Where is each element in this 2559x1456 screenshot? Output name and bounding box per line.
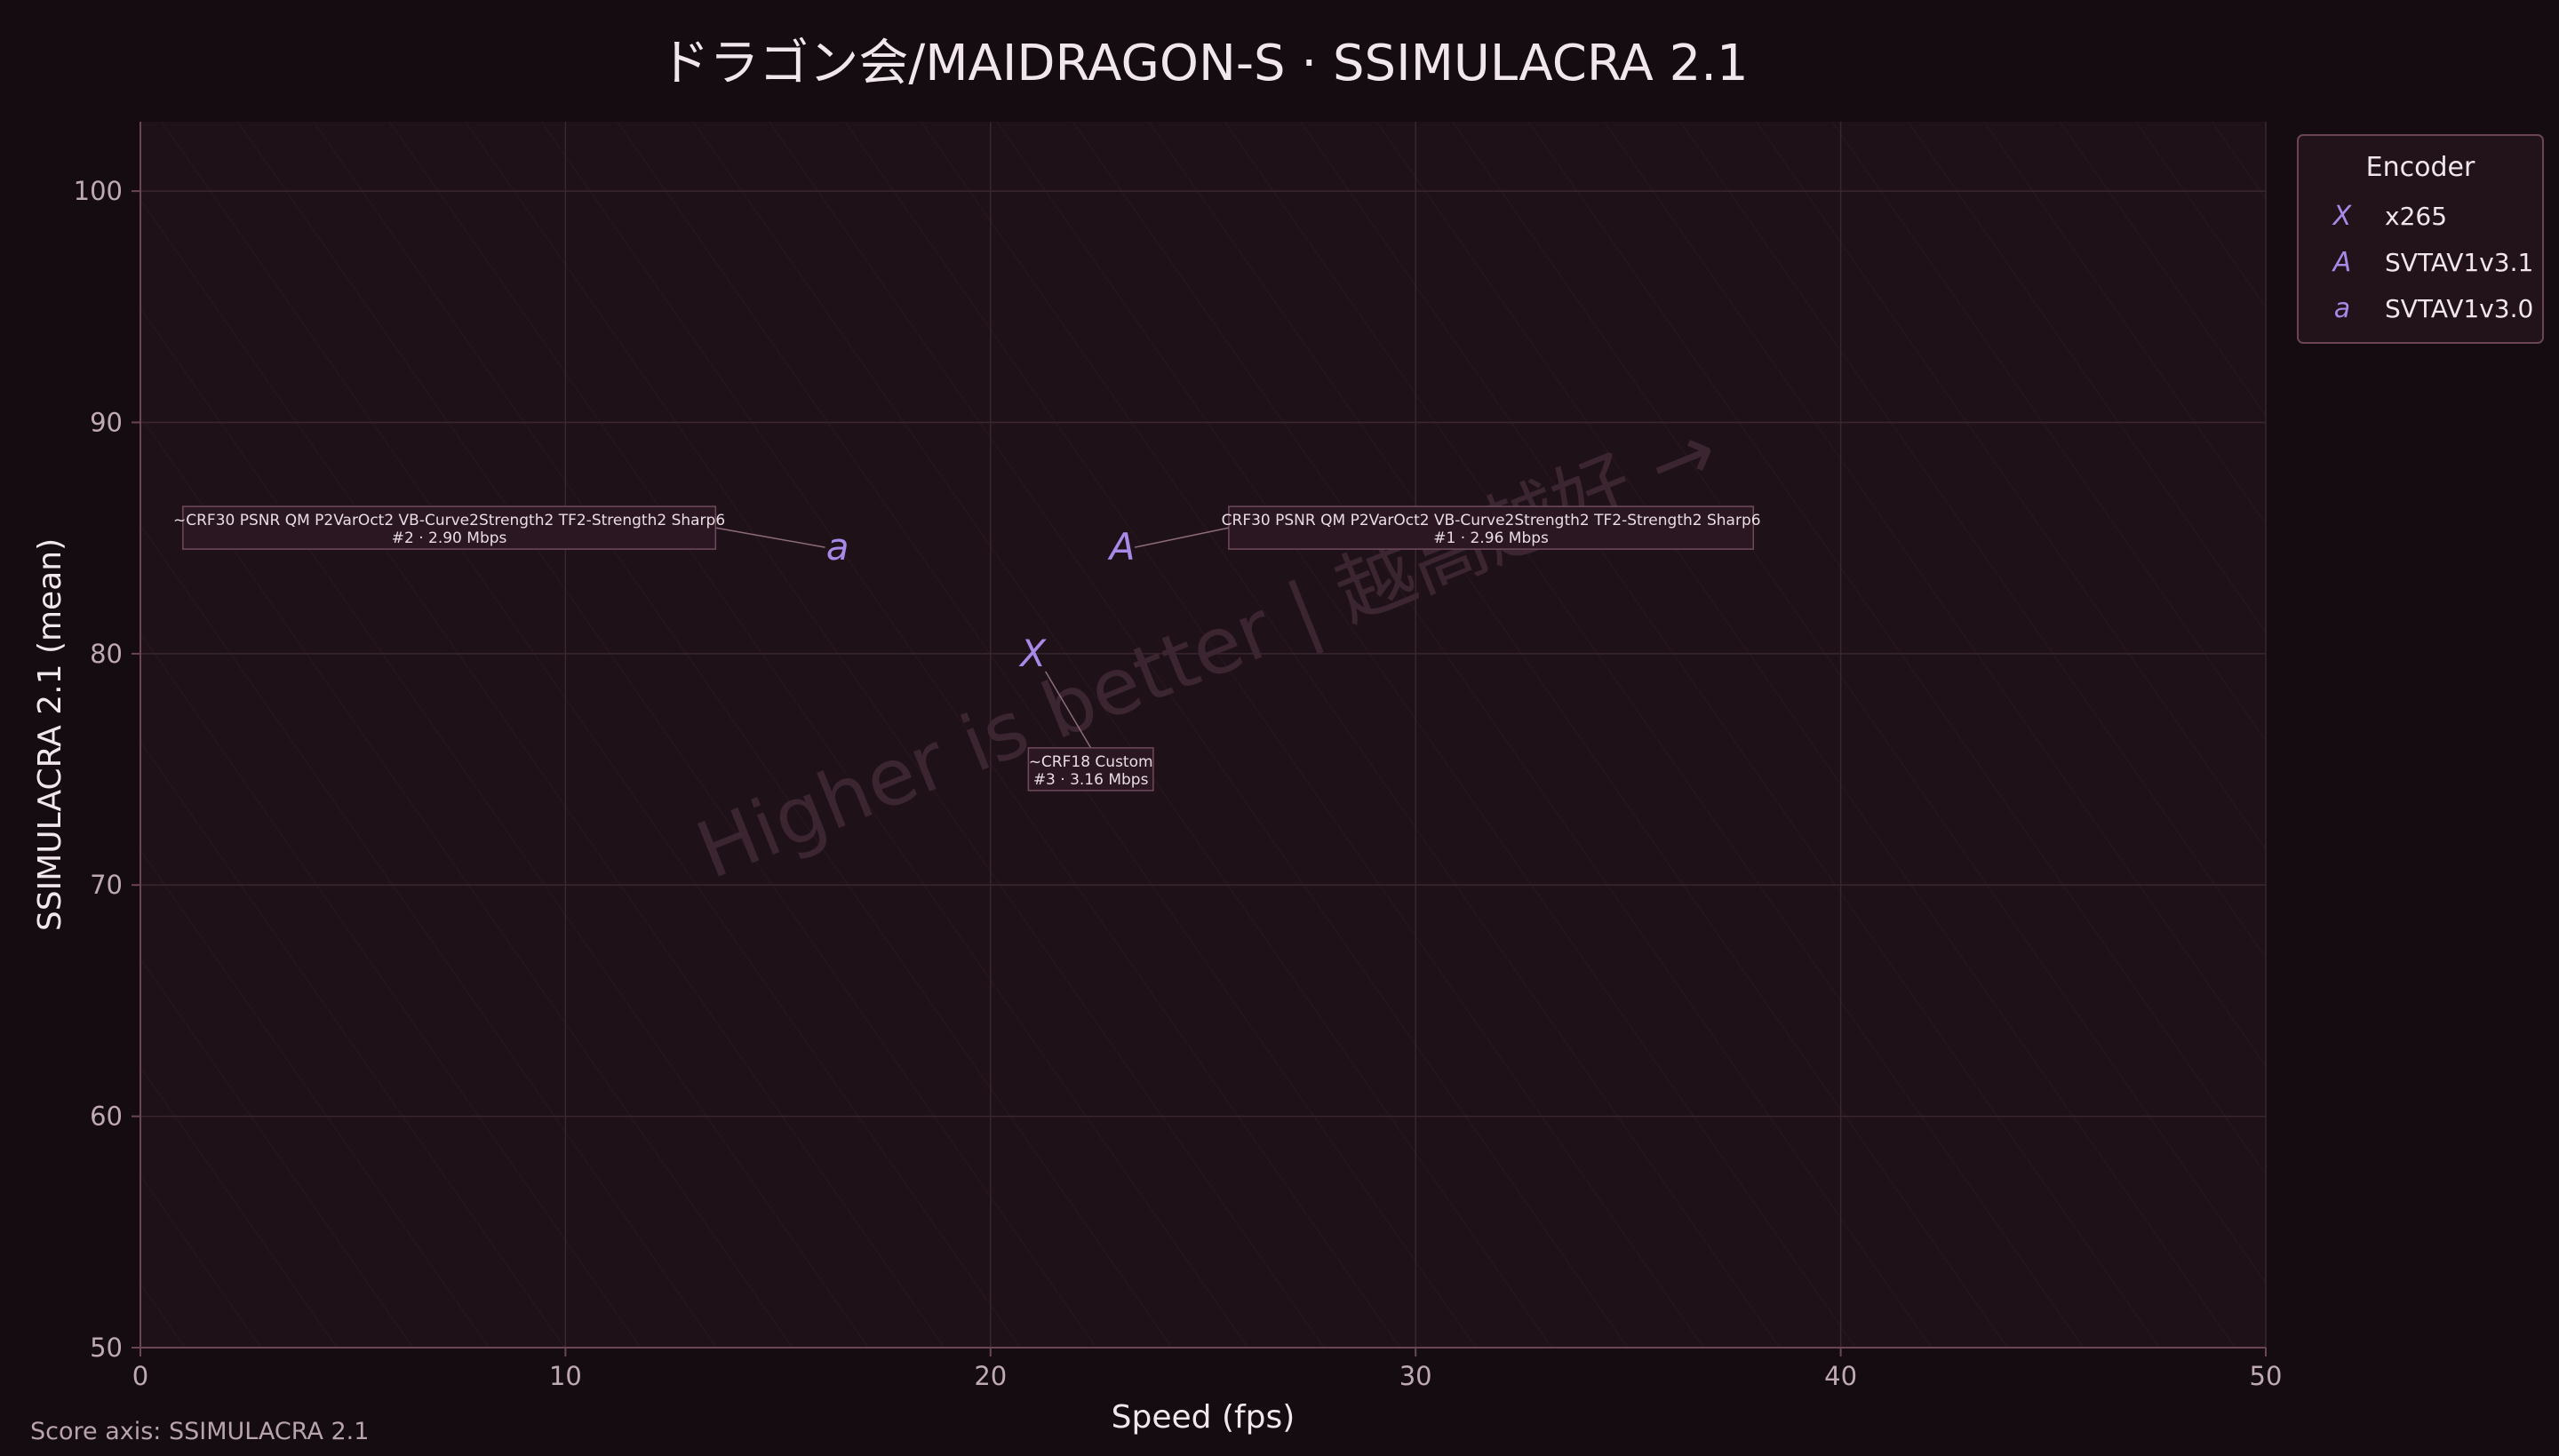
annotation-leader-line: [1044, 671, 1092, 749]
annotation-text: #2 · 2.90 Mbps: [392, 529, 507, 547]
point-marker-svtav1v3.1: A: [1107, 525, 1136, 569]
y-tick-label: 60: [90, 1102, 123, 1132]
point-marker-svtav1v3.0: a: [826, 525, 849, 569]
y-tick-label: 70: [90, 870, 123, 900]
annotation-leader-line: [715, 527, 825, 548]
y-tick-label: 50: [90, 1333, 123, 1363]
x-tick-label: 20: [974, 1361, 1007, 1391]
annotation-text: ~CRF30 PSNR QM P2VarOct2 VB-Curve2Streng…: [173, 512, 725, 529]
y-tick-label: 100: [74, 176, 123, 206]
legend-box: [2297, 134, 2544, 344]
annotation-text: #3 · 3.16 Mbps: [1033, 771, 1149, 789]
x-tick-label: 10: [549, 1361, 582, 1391]
legend-label: x265: [2385, 202, 2447, 231]
annotation-box: [1228, 505, 1755, 550]
chart-title: ドラゴン会/MAIDRAGON-S · SSIMULACRA 2.1: [659, 35, 1748, 92]
point-marker-x265: X: [1018, 632, 1047, 675]
x-tick-label: 30: [1399, 1361, 1432, 1391]
legend-marker: a: [2334, 293, 2350, 324]
legend-label: SVTAV1v3.0: [2385, 294, 2533, 323]
y-tick-label: 90: [90, 407, 123, 437]
legend-label: SVTAV1v3.1: [2385, 248, 2533, 277]
annotation-box: [1027, 747, 1154, 792]
annotation-text: ~CRF18 Custom: [1029, 753, 1153, 771]
y-ticks: 50 60 70 80 90 100: [74, 176, 140, 1363]
x-axis-label: Speed (fps): [1112, 1399, 1295, 1436]
y-tick-label: 80: [90, 639, 123, 669]
legend-marker: X: [2332, 201, 2353, 232]
annotation-text: CRF30 PSNR QM P2VarOct2 VB-Curve2Strengt…: [1222, 512, 1761, 529]
y-axis-label: SSIMULACRA 2.1 (mean): [32, 538, 68, 931]
data-points: X Aa: [826, 525, 1136, 675]
x-tick-label: 0: [132, 1361, 148, 1391]
x-ticks: 0 10 20 30 40 50: [132, 1348, 2283, 1391]
point-annotations: ~CRF18 Custom#3 · 3.16 Mbps CRF30 PSNR QM…: [173, 505, 1761, 792]
footnote: Score axis: SSIMULACRA 2.1: [30, 1418, 369, 1445]
annotation-leader-line: [1134, 527, 1230, 548]
annotation-text: #1 · 2.96 Mbps: [1433, 529, 1549, 547]
legend-marker: A: [2332, 247, 2352, 278]
x-tick-label: 40: [1824, 1361, 1857, 1391]
plot-hatch: [140, 122, 2266, 1348]
x-tick-label: 50: [2250, 1361, 2283, 1391]
legend-title: Encoder: [2366, 152, 2475, 183]
annotation-box: [182, 505, 717, 550]
